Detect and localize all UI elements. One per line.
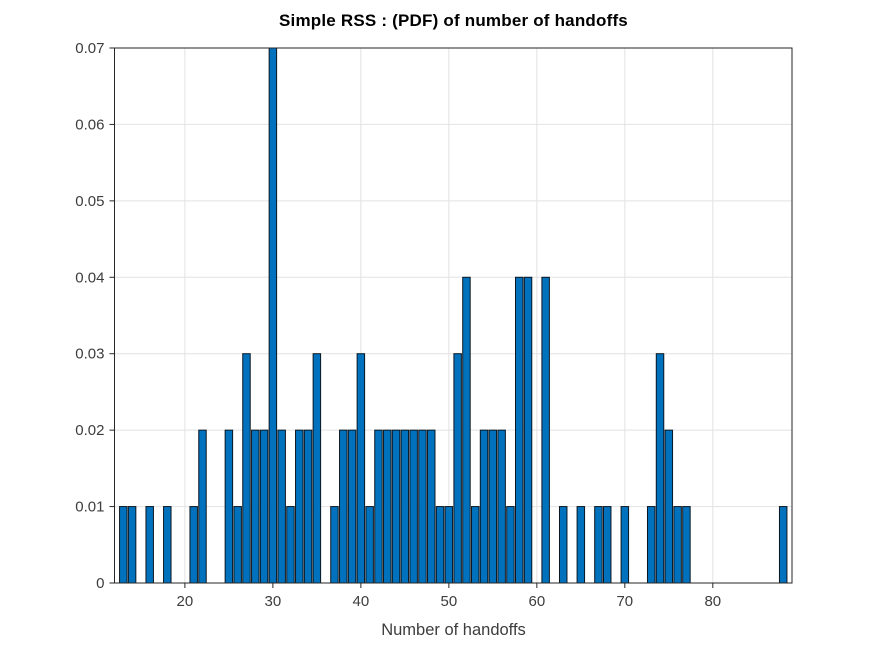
bar (655, 353, 665, 584)
bar (664, 429, 674, 584)
bar (479, 429, 489, 584)
bar (673, 506, 682, 584)
bar (471, 506, 480, 584)
bar (682, 506, 691, 584)
bar (778, 506, 788, 584)
x-tick-label: 60 (528, 593, 545, 610)
bar (189, 506, 198, 584)
y-tick-label: 0.02 (75, 422, 104, 439)
bar (286, 506, 295, 584)
bar (418, 429, 427, 584)
axes-box (114, 47, 793, 584)
bar (365, 506, 374, 584)
bar (646, 506, 656, 584)
bar (356, 353, 366, 584)
bar (330, 506, 339, 584)
bar (435, 506, 445, 584)
bar (506, 506, 515, 584)
y-tick-label: 0.06 (75, 116, 104, 133)
bar (602, 506, 612, 584)
bar (163, 506, 172, 584)
x-tick-label: 70 (616, 593, 633, 610)
bar (541, 276, 550, 584)
y-tick-label: 0.03 (75, 346, 104, 363)
bar (119, 506, 128, 584)
plot-area (114, 48, 792, 583)
bar (339, 429, 348, 584)
bar (409, 429, 418, 584)
bar (198, 429, 207, 584)
bar (453, 353, 462, 584)
bar (620, 506, 630, 584)
bar (383, 429, 392, 584)
bar (268, 47, 278, 584)
y-tick-label: 0.05 (75, 193, 104, 210)
y-tick-label: 0 (96, 575, 104, 592)
bar (576, 506, 586, 584)
x-tick-label: 40 (353, 593, 370, 610)
bar (497, 429, 506, 584)
x-tick-label: 50 (441, 593, 458, 610)
y-tick-label: 0.04 (75, 269, 104, 286)
bar (558, 506, 568, 584)
bar (488, 429, 498, 584)
x-tick-label: 30 (265, 593, 282, 610)
bar (145, 506, 154, 584)
bar (515, 276, 524, 584)
bar (233, 506, 242, 584)
bar (462, 276, 471, 584)
bar (127, 506, 137, 584)
bar (295, 429, 304, 584)
x-axis-label: Number of handoffs (381, 621, 526, 639)
y-tick-label: 0.07 (75, 40, 104, 57)
bar (391, 429, 401, 584)
bar (259, 429, 269, 584)
bar (374, 429, 383, 584)
bar (251, 429, 260, 584)
bar (427, 429, 436, 584)
bar (400, 429, 410, 584)
bar (444, 506, 454, 584)
x-tick-label: 80 (704, 593, 721, 610)
bar (594, 506, 603, 584)
chart-title: Simple RSS : (PDF) of number of handoffs (279, 11, 628, 30)
bar (347, 429, 357, 584)
bar (277, 429, 286, 584)
bar (224, 429, 234, 584)
bar (242, 353, 251, 584)
x-tick-label: 20 (177, 593, 194, 610)
bar (312, 353, 322, 584)
y-tick-label: 0.01 (75, 499, 104, 516)
bar (303, 429, 313, 584)
bar (523, 276, 533, 584)
